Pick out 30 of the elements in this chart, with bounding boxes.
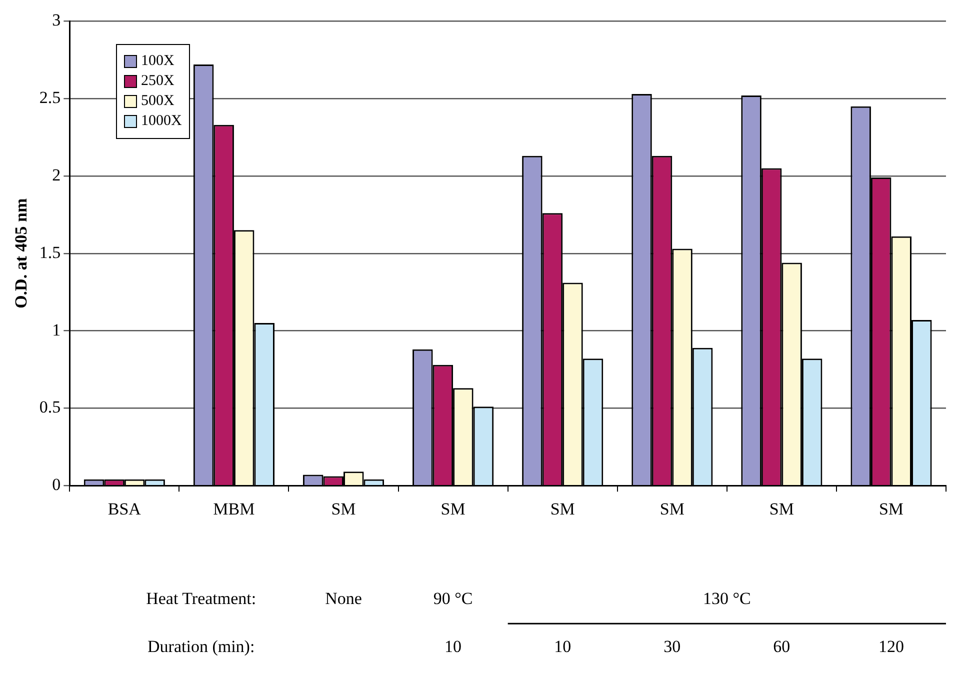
text: Duration (min): xyxy=(148,637,255,656)
y-tick-label: 0.5 xyxy=(39,398,61,417)
y-tick-label: 1 xyxy=(52,320,61,340)
text: 10 xyxy=(444,637,462,656)
text: 90 °C xyxy=(433,589,473,608)
x-tick-label: BSA xyxy=(108,499,142,518)
text: 60 xyxy=(773,637,790,656)
legend-label: 1000X xyxy=(141,113,182,130)
y-tick-label: 2.5 xyxy=(39,88,61,108)
legend-label: 250X xyxy=(141,73,174,90)
y-tick-label: 0 xyxy=(52,475,61,494)
legend-label: 100X xyxy=(141,53,174,70)
text: 120 xyxy=(878,637,904,656)
x-tick-label: SM xyxy=(331,499,356,518)
text: 10 xyxy=(554,637,572,656)
text: None xyxy=(325,589,362,608)
y-tick-label: 1.5 xyxy=(39,242,61,262)
text: Heat Treatment: xyxy=(146,589,256,608)
x-tick-label: SM xyxy=(660,499,684,518)
text: 30 xyxy=(664,637,681,656)
x-tick-label: SM xyxy=(550,499,575,518)
y-axis-title: O.D. at 405 nm xyxy=(12,198,31,308)
y-tick-label: 3 xyxy=(52,10,61,30)
legend-label: 500X xyxy=(141,93,174,110)
x-tick-label: SM xyxy=(769,499,794,518)
text: 130 °C xyxy=(702,589,751,608)
x-tick-label: SM xyxy=(440,499,466,518)
y-tick-label: 2 xyxy=(52,165,61,184)
x-tick-label: SM xyxy=(878,499,904,518)
x-tick-label: MBM xyxy=(213,499,255,518)
